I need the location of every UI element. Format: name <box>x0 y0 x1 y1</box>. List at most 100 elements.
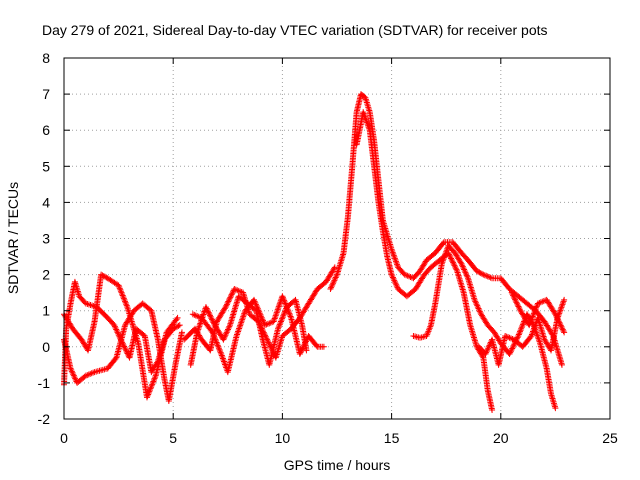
data-point <box>481 272 488 279</box>
y-tick-label: 5 <box>42 158 50 174</box>
data-point <box>228 291 235 298</box>
x-tick-label: 5 <box>169 430 177 446</box>
data-point <box>208 315 215 322</box>
y-tick-label: 4 <box>42 194 50 210</box>
data-point <box>280 312 287 319</box>
data-point <box>226 323 233 330</box>
data-point <box>273 309 280 316</box>
data-point <box>483 349 490 356</box>
data-point <box>231 286 238 293</box>
x-tick-label: 10 <box>275 430 291 446</box>
data-point <box>239 316 246 323</box>
data-point <box>393 283 400 290</box>
data-point <box>146 388 153 395</box>
y-tick-label: 2 <box>42 267 50 283</box>
data-point <box>281 297 288 304</box>
data-point <box>298 348 305 355</box>
data-point <box>85 371 92 378</box>
data-point <box>271 317 278 324</box>
data-point <box>531 309 538 316</box>
data-point <box>225 297 232 304</box>
data-point <box>510 293 517 300</box>
data-point <box>266 340 273 347</box>
data-point <box>558 323 565 330</box>
data-point <box>330 278 337 285</box>
data-point <box>280 296 287 303</box>
data-point <box>528 316 535 323</box>
data-point <box>123 301 130 308</box>
data-point <box>206 312 213 319</box>
data-point <box>515 303 522 310</box>
data-point <box>507 348 514 355</box>
y-tick-label: 3 <box>42 231 50 247</box>
data-point <box>235 328 242 335</box>
data-point <box>275 305 282 312</box>
data-point <box>404 272 411 279</box>
data-point <box>511 295 518 302</box>
data-point <box>239 315 246 322</box>
data-point <box>281 309 288 316</box>
grid <box>64 58 610 419</box>
data-point <box>282 301 289 308</box>
data-point <box>273 311 280 318</box>
data-point <box>259 316 266 323</box>
data-point <box>238 319 245 326</box>
data-point <box>457 259 464 266</box>
data-point <box>561 296 568 303</box>
data-point <box>70 371 77 378</box>
data-point <box>194 327 201 334</box>
series-arc-peak-2 <box>353 109 496 413</box>
data-point <box>556 319 563 326</box>
data-point <box>123 349 130 356</box>
data-point <box>474 304 481 311</box>
data-point <box>263 321 270 328</box>
data-point <box>114 329 121 336</box>
data-point <box>300 342 307 349</box>
data-point <box>213 339 220 346</box>
data-point <box>150 378 157 385</box>
data-point <box>213 338 220 345</box>
data-point <box>151 375 158 382</box>
data-point <box>532 307 539 314</box>
data-point <box>229 290 236 297</box>
data-point <box>88 370 95 377</box>
data-point <box>448 255 455 262</box>
data-point <box>516 306 523 313</box>
data-point <box>98 271 105 278</box>
data-point <box>313 342 320 349</box>
data-point <box>479 353 486 360</box>
data-point <box>210 330 217 337</box>
data-point <box>209 317 216 324</box>
data-point <box>539 298 546 305</box>
data-point <box>111 322 118 329</box>
data-point <box>67 365 74 372</box>
data-point <box>122 298 129 305</box>
data-point <box>227 294 234 301</box>
series-arc-peak <box>327 91 565 368</box>
data-point <box>507 335 514 342</box>
data-point <box>223 301 230 308</box>
data-point <box>191 311 198 318</box>
y-tick-label: 0 <box>42 339 50 355</box>
data-point <box>440 240 447 247</box>
data-point <box>450 259 457 266</box>
data-point <box>172 324 179 331</box>
data-point <box>222 332 229 339</box>
data-point <box>485 345 492 352</box>
data-point <box>391 277 398 284</box>
data-point <box>485 343 492 350</box>
x-axis: 0 5 10 15 20 25 <box>60 58 618 446</box>
data-point <box>70 372 77 379</box>
data-point <box>258 313 265 320</box>
data-point <box>483 272 490 279</box>
data-point <box>279 294 286 301</box>
series-arc-5 <box>187 293 310 368</box>
data-point <box>111 323 118 330</box>
data-point <box>217 348 224 355</box>
y-tick-label: 7 <box>42 86 50 102</box>
data-point <box>225 326 232 333</box>
data-point <box>122 299 129 306</box>
y-tick-label: 6 <box>42 122 50 138</box>
data-point <box>406 273 413 280</box>
